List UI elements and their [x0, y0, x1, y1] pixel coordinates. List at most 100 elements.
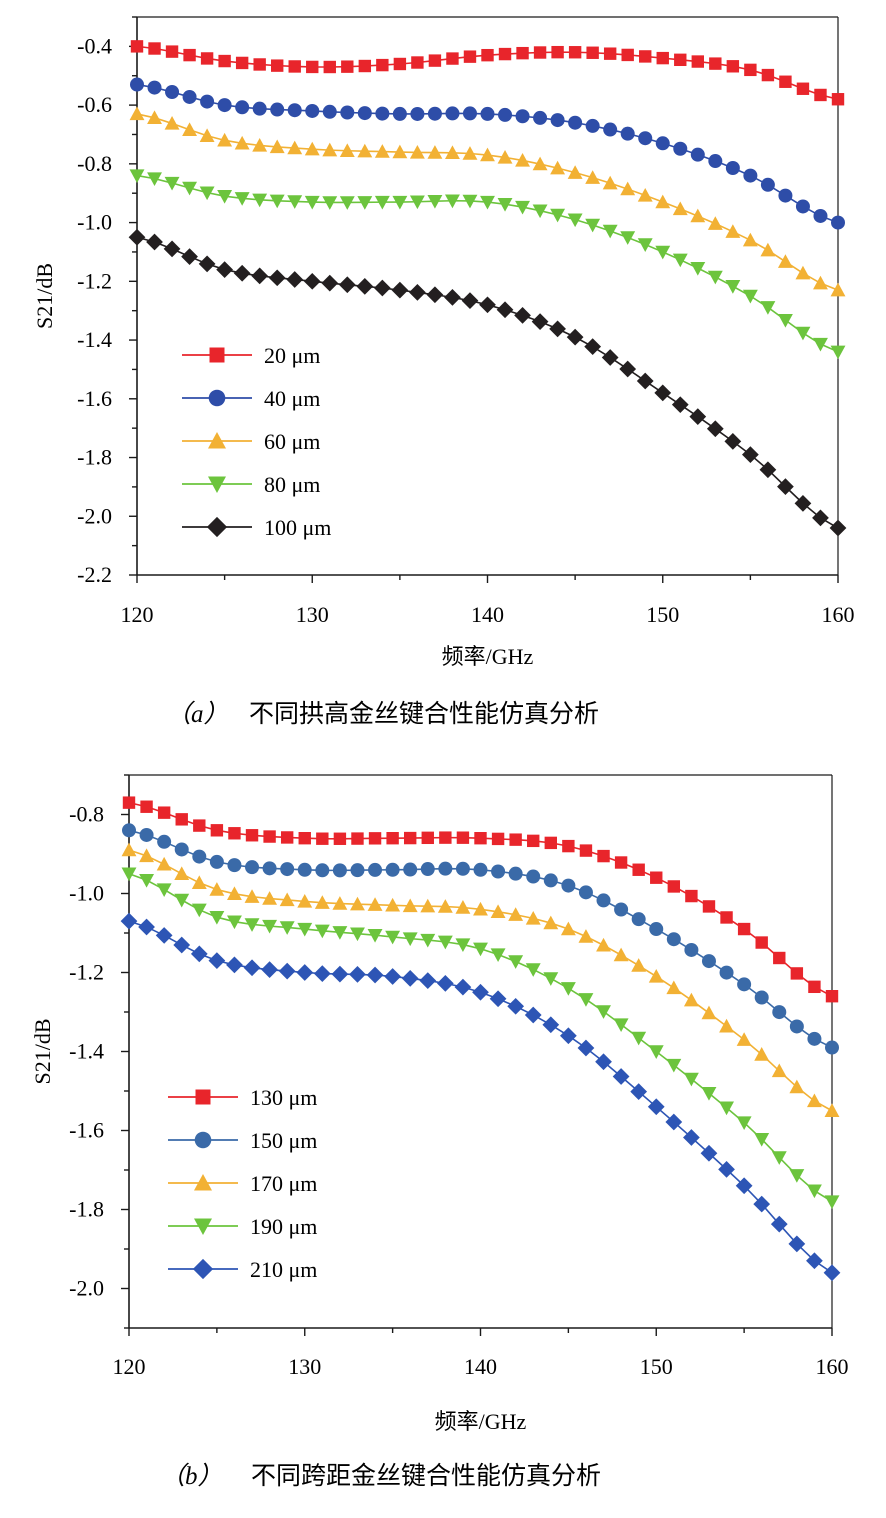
- data-point: [777, 313, 793, 328]
- data-point: [147, 80, 162, 95]
- data-point: [771, 1151, 787, 1165]
- legend-entry: 20 μm: [182, 343, 320, 368]
- data-point: [174, 842, 189, 857]
- data-point: [578, 993, 594, 1007]
- data-point: [637, 187, 653, 202]
- data-point: [691, 55, 704, 68]
- series-3: [121, 867, 840, 1210]
- data-point: [823, 1264, 841, 1282]
- data-point: [650, 871, 663, 884]
- data-point: [402, 898, 418, 913]
- data-point: [287, 103, 302, 118]
- data-point: [568, 115, 583, 130]
- data-point: [789, 1169, 805, 1183]
- data-point: [191, 903, 207, 918]
- data-point: [814, 88, 827, 102]
- data-point: [439, 831, 452, 844]
- data-point: [481, 48, 494, 62]
- data-point: [462, 194, 478, 209]
- data-point: [351, 832, 364, 845]
- x-tick-label: 130: [296, 602, 329, 627]
- data-point: [298, 832, 311, 845]
- legend-marker: [208, 389, 226, 407]
- legend-label: 130 μm: [250, 1085, 317, 1110]
- data-point: [357, 106, 372, 121]
- data-point: [462, 146, 478, 160]
- data-point: [725, 280, 741, 294]
- y-tick-label: -1.6: [69, 1118, 104, 1143]
- data-point: [674, 53, 687, 67]
- data-point: [789, 1019, 804, 1034]
- data-point: [620, 231, 636, 245]
- data-point: [314, 895, 330, 909]
- data-point: [585, 118, 600, 133]
- data-point: [410, 106, 425, 121]
- y-tick-label: -1.2: [69, 960, 104, 985]
- data-point: [368, 832, 382, 845]
- series-4: [128, 228, 847, 537]
- y-tick-label: -1.4: [77, 327, 112, 352]
- data-point: [586, 46, 599, 59]
- data-point: [620, 181, 636, 196]
- data-point: [542, 1016, 560, 1034]
- data-point: [244, 918, 260, 932]
- data-point: [736, 1116, 752, 1131]
- data-point: [665, 1113, 683, 1131]
- data-point: [386, 832, 399, 845]
- data-point: [164, 115, 180, 130]
- data-point: [516, 46, 529, 60]
- caption-label: （a）: [166, 700, 229, 728]
- data-point: [824, 1103, 840, 1117]
- data-point: [121, 842, 137, 857]
- x-tick-label: 140: [464, 1354, 497, 1379]
- data-point: [228, 827, 241, 840]
- data-point: [473, 901, 488, 916]
- legend-label: 150 μm: [250, 1128, 317, 1153]
- data-point: [262, 861, 277, 876]
- data-point: [165, 84, 180, 99]
- data-point: [491, 832, 505, 846]
- data-point: [473, 862, 488, 877]
- data-point: [736, 1032, 752, 1046]
- data-point: [227, 886, 242, 901]
- data-point: [524, 1006, 542, 1024]
- data-point: [831, 215, 845, 230]
- y-tick-label: -0.4: [77, 33, 112, 58]
- data-point: [578, 885, 593, 900]
- data-point: [673, 141, 688, 156]
- data-point: [227, 915, 242, 930]
- data-point: [631, 912, 646, 927]
- data-point: [654, 384, 672, 402]
- data-point: [409, 284, 426, 301]
- data-point: [139, 827, 154, 842]
- data-point: [332, 926, 348, 940]
- data-point: [690, 261, 706, 276]
- data-point: [373, 279, 391, 297]
- data-point: [480, 195, 495, 210]
- data-point: [461, 292, 479, 310]
- data-point: [129, 169, 145, 184]
- data-point: [385, 862, 400, 877]
- data-point: [683, 1072, 699, 1087]
- data-point: [825, 1040, 839, 1055]
- data-point: [163, 240, 181, 258]
- data-point: [174, 893, 190, 908]
- y-tick-label: -2.0: [69, 1276, 104, 1301]
- data-point: [175, 813, 188, 826]
- data-point: [244, 889, 260, 903]
- legend-marker: [206, 516, 228, 538]
- data-point: [796, 82, 810, 95]
- data-point: [235, 100, 250, 115]
- data-point: [146, 233, 163, 251]
- legend-label: 170 μm: [250, 1171, 317, 1196]
- data-point: [667, 880, 681, 893]
- data-point: [350, 927, 365, 942]
- data-point: [420, 933, 436, 948]
- data-point: [755, 936, 768, 949]
- data-point: [700, 1144, 718, 1162]
- data-point: [392, 144, 408, 159]
- data-point: [129, 106, 145, 121]
- data-point: [427, 194, 443, 209]
- data-point: [122, 823, 136, 838]
- data-point: [287, 140, 303, 155]
